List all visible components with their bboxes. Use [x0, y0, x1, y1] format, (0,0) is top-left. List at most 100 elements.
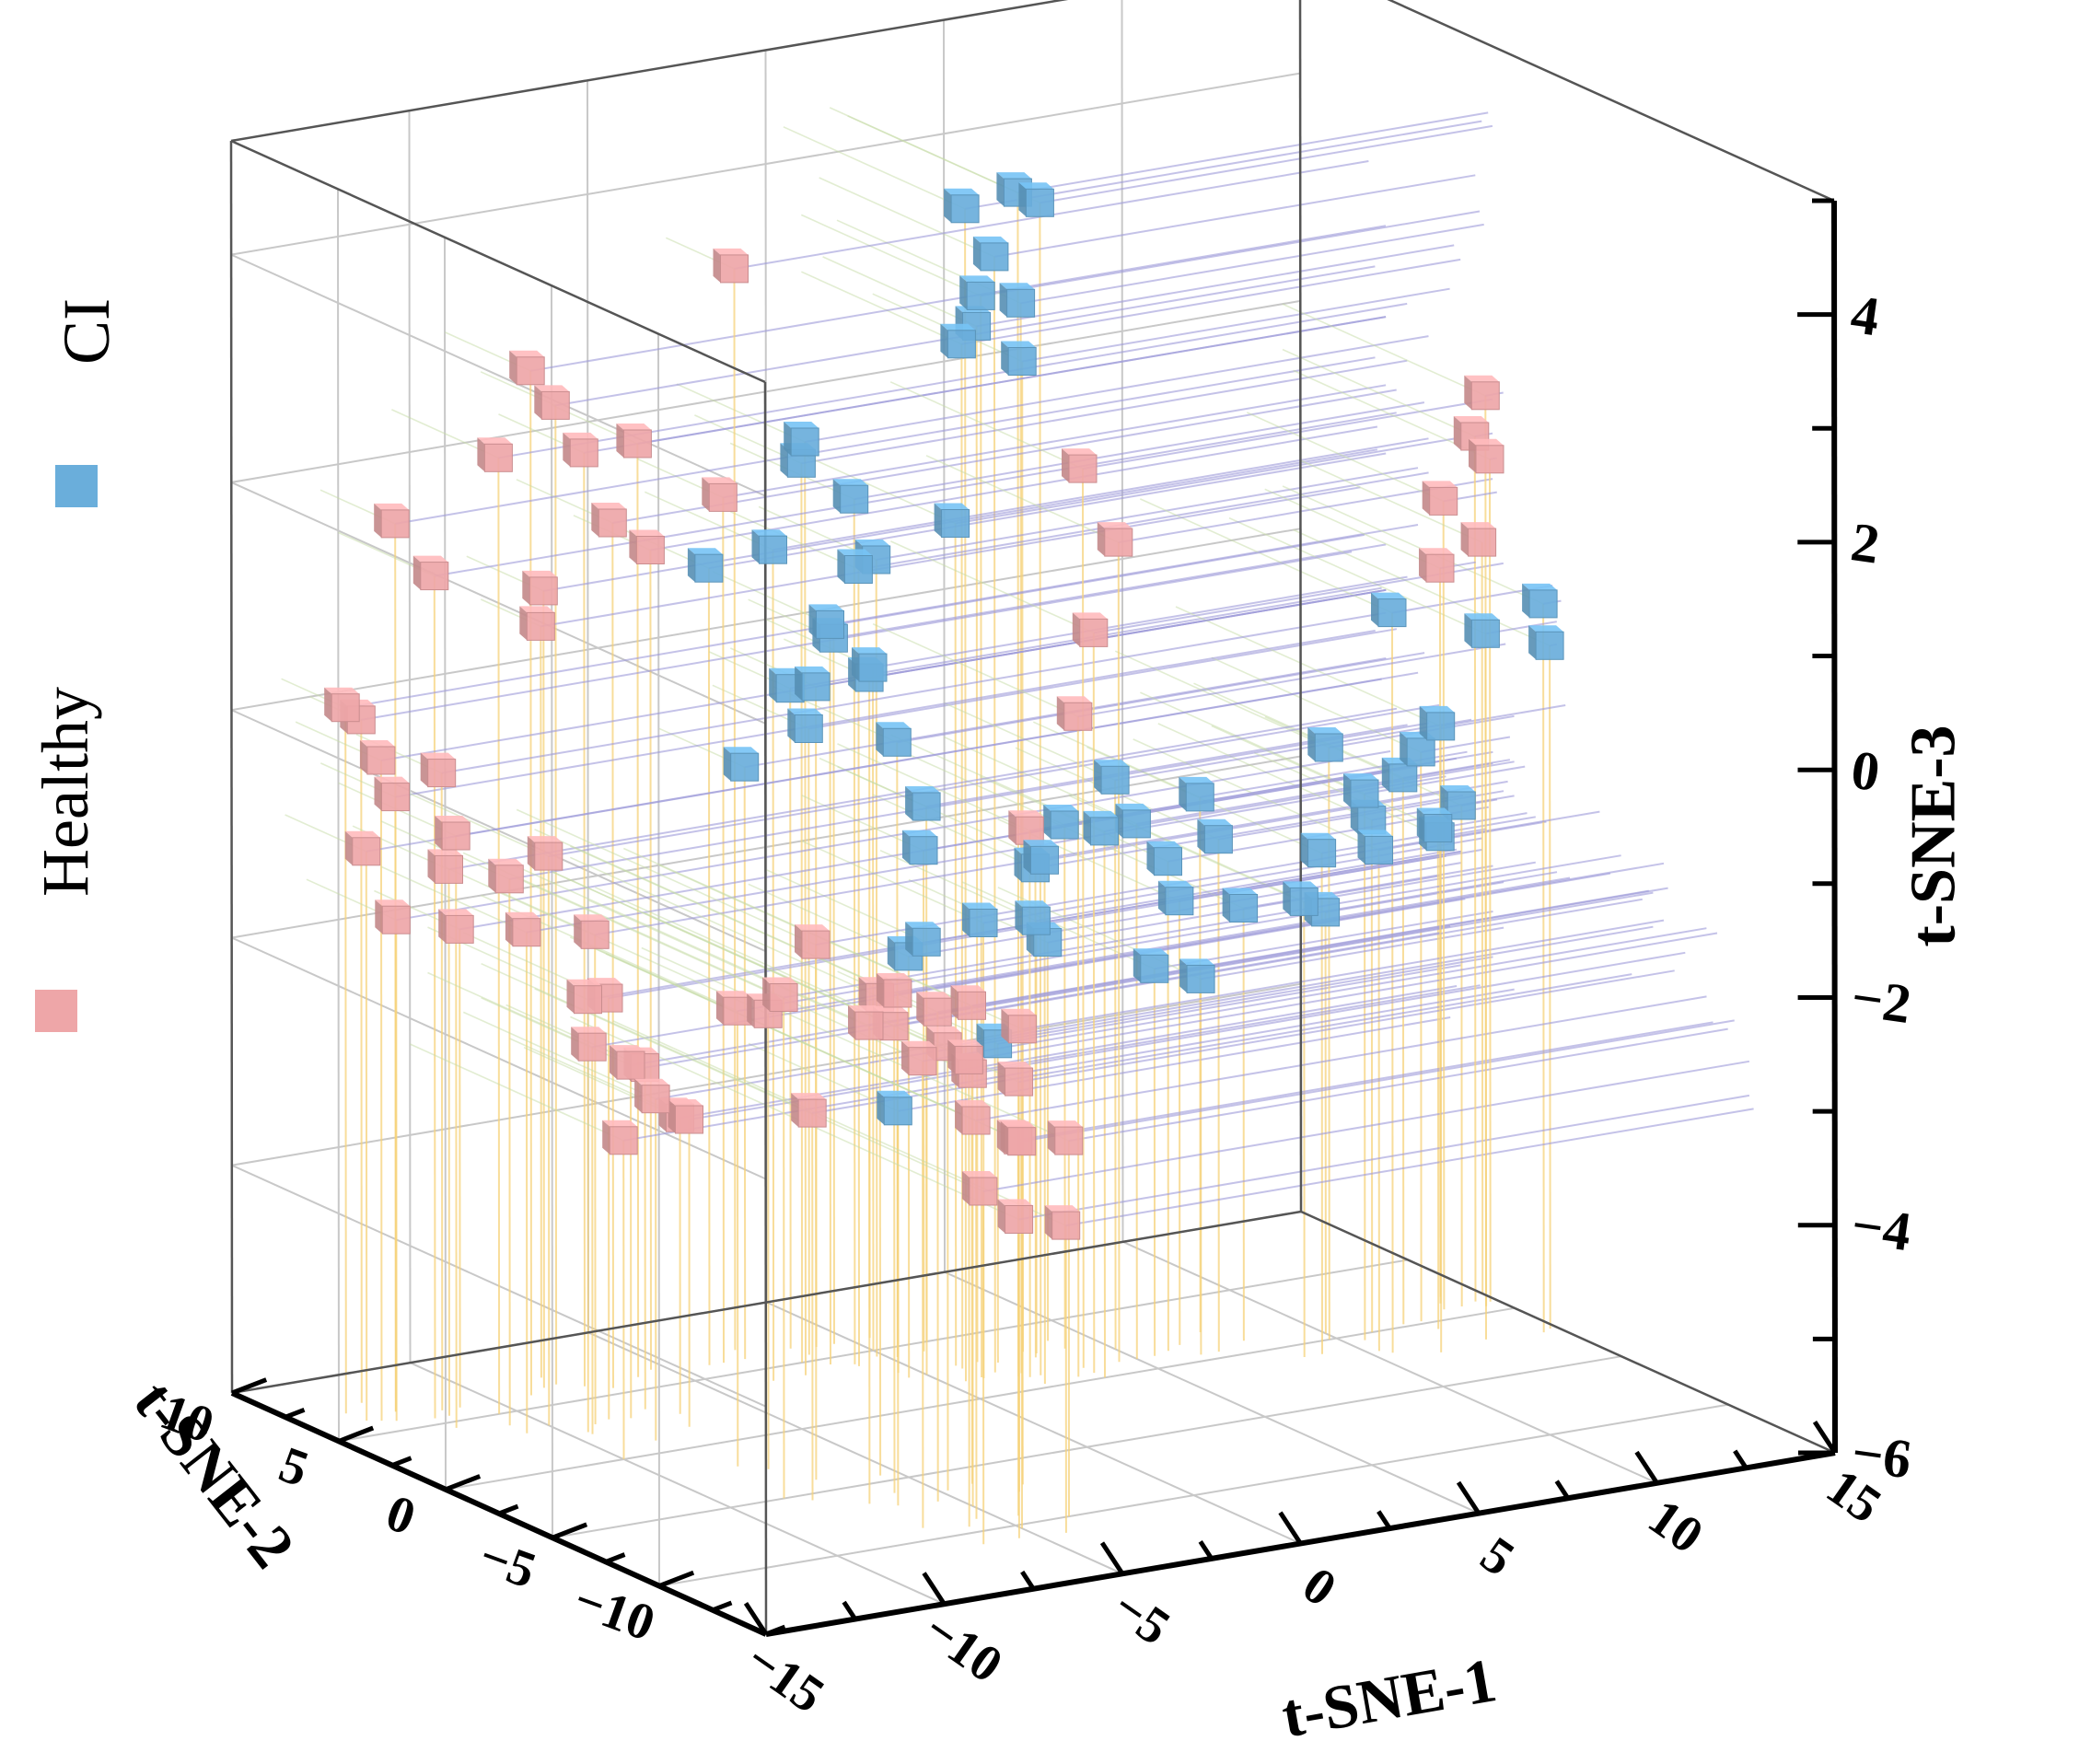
- drop-line-y: [800, 214, 982, 297]
- cube-top-face: [374, 776, 410, 783]
- box-frame-edge: [229, 140, 234, 1394]
- cube-front-face: [1307, 839, 1337, 868]
- cube-front-face: [1154, 847, 1182, 876]
- cube-top-face: [591, 503, 627, 509]
- cube-front-face: [540, 390, 570, 420]
- drop-line-y: [587, 945, 1023, 1143]
- back-wall-grid-line: [943, 19, 946, 1272]
- legend-label: Healthy: [29, 687, 102, 897]
- cube-top-face: [574, 914, 610, 922]
- floor-grid-line: [587, 1331, 1123, 1575]
- x-tick-label: −10: [913, 1601, 1013, 1694]
- drop-line-x: [993, 174, 1476, 258]
- drop-line-vertical: [379, 760, 383, 1422]
- drop-line-x: [395, 630, 1376, 798]
- cube-front-face: [1229, 894, 1259, 923]
- cube-front-face: [622, 429, 652, 458]
- data-point-healthy: [488, 858, 524, 894]
- drop-line-y: [534, 988, 984, 1192]
- drop-line-x: [897, 862, 1665, 994]
- drop-line-x: [893, 898, 1643, 1027]
- cube-top-face: [1000, 1120, 1036, 1128]
- cube-top-face: [940, 323, 976, 331]
- data-point-healthy: [634, 1078, 670, 1114]
- drop-line-x: [805, 335, 1429, 443]
- drop-line-vertical: [733, 268, 737, 1351]
- cube-top-face: [519, 606, 555, 613]
- drop-line-x: [366, 678, 1382, 853]
- drop-line-x: [509, 722, 1429, 880]
- cube-side-face: [1015, 900, 1023, 935]
- cube-side-face: [877, 1090, 885, 1125]
- cube-top-face: [854, 540, 890, 546]
- z-axis-title: t-SNE-3: [1899, 725, 1969, 946]
- y-axis-minor-tick: [498, 1503, 519, 1516]
- data-point-ci: [902, 830, 938, 865]
- drop-line-y: [1293, 528, 1551, 647]
- cube-side-face: [488, 858, 496, 893]
- cube-front-face: [797, 1098, 827, 1128]
- back-wall-grid-line: [230, 72, 1301, 256]
- data-point-healthy: [1000, 1120, 1037, 1156]
- cube-front-face: [801, 930, 831, 959]
- cube-top-face: [1072, 612, 1108, 620]
- drop-line-x: [982, 1060, 1750, 1192]
- cube-top-face: [1094, 760, 1130, 767]
- cube-front-face: [694, 553, 724, 583]
- drop-line-x: [650, 425, 1378, 551]
- cube-top-face: [1283, 881, 1318, 888]
- drop-line-vertical: [649, 550, 652, 1370]
- cube-top-face: [1460, 522, 1496, 529]
- cube-top-face: [1008, 810, 1044, 818]
- drop-line-y: [1282, 485, 1544, 605]
- cube-side-face: [534, 385, 542, 420]
- data-point-ci: [944, 188, 980, 224]
- side-wall-grid-line: [337, 189, 340, 1442]
- cube-front-face: [1470, 619, 1500, 648]
- y-axis-minor-tick: [285, 1407, 306, 1420]
- cube-top-face: [1047, 1120, 1083, 1128]
- drop-line-x: [961, 258, 1461, 345]
- data-point-healthy: [344, 830, 381, 866]
- drop-line-y: [879, 849, 1037, 922]
- cube-top-face: [795, 924, 830, 932]
- cube-top-face: [795, 666, 831, 673]
- data-point-healthy: [1056, 696, 1093, 731]
- cube-top-face: [1146, 841, 1182, 848]
- data-point-ci: [962, 902, 998, 937]
- back-wall-grid-line: [408, 110, 412, 1364]
- drop-line-x: [1082, 398, 1493, 470]
- x-axis-major-tick: [1278, 1511, 1303, 1545]
- cube-side-face: [1283, 881, 1291, 916]
- cube-side-face: [1097, 522, 1105, 557]
- cube-top-face: [435, 816, 470, 822]
- cube-front-face: [445, 914, 474, 944]
- cube-top-face: [715, 991, 751, 998]
- cube-side-face: [634, 1078, 643, 1113]
- cube-front-face: [966, 281, 995, 310]
- cube-top-face: [852, 647, 887, 655]
- data-point-ci: [832, 479, 869, 514]
- cube-front-face: [954, 1045, 983, 1074]
- drop-line-vertical: [542, 590, 545, 1388]
- cube-side-face: [438, 909, 447, 944]
- cube-side-face: [1083, 810, 1091, 845]
- y-axis-major-tick: [658, 1570, 695, 1588]
- cube-side-face: [1179, 776, 1187, 811]
- z-tick-label: −4: [1848, 1194, 1915, 1262]
- data-point-healthy: [1422, 481, 1458, 516]
- drop-line-x: [723, 384, 1387, 499]
- cube-top-face: [787, 708, 823, 715]
- data-point-ci: [837, 549, 873, 584]
- data-point-ci: [1043, 805, 1079, 840]
- cube-front-face: [730, 752, 760, 782]
- drop-line-vertical: [1092, 632, 1096, 1374]
- box-frame-edge: [1300, 1210, 1836, 1455]
- data-points: [324, 172, 1564, 1240]
- drop-line-x: [1022, 287, 1450, 363]
- drop-line-y: [801, 453, 956, 525]
- data-point-healthy: [715, 991, 752, 1026]
- drop-line-y: [445, 866, 596, 936]
- cube-front-face: [1050, 810, 1079, 840]
